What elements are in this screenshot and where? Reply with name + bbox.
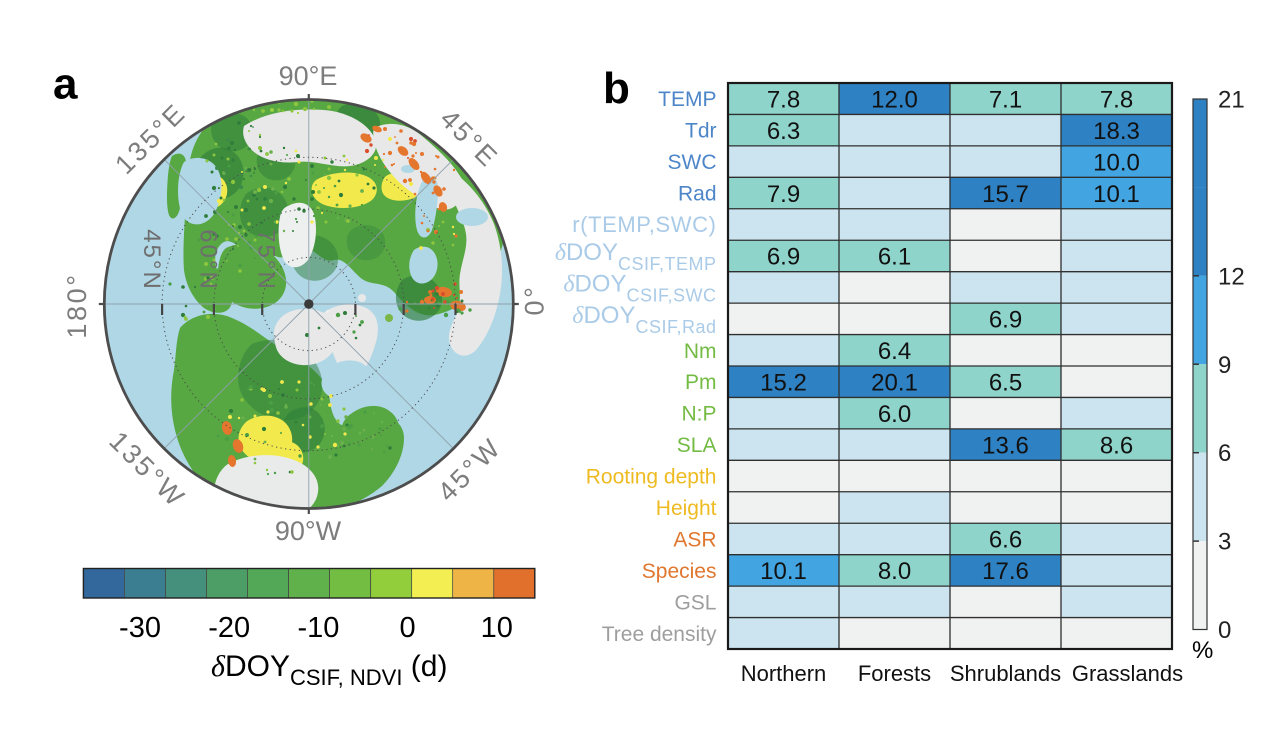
svg-text:Forests: Forests — [858, 661, 931, 686]
svg-text:12: 12 — [1218, 263, 1245, 290]
svg-text:Species: Species — [642, 560, 717, 583]
svg-text:ASR: ASR — [673, 528, 716, 551]
svg-text:3: 3 — [1218, 529, 1231, 556]
svg-text:7.8: 7.8 — [1100, 86, 1133, 113]
svg-text:8.0: 8.0 — [878, 558, 911, 585]
svg-text:15.2: 15.2 — [760, 369, 807, 396]
svg-text:6.9: 6.9 — [767, 244, 800, 271]
svg-text:6.6: 6.6 — [989, 527, 1022, 554]
svg-text:δDOYCSIF,Rad: δDOYCSIF,Rad — [572, 302, 716, 337]
svg-text:20.1: 20.1 — [871, 369, 918, 396]
svg-text:0: 0 — [400, 612, 416, 644]
svg-text:8.6: 8.6 — [1100, 432, 1133, 459]
svg-text:10.1: 10.1 — [1093, 181, 1140, 208]
svg-text:Shrublands: Shrublands — [950, 661, 1061, 686]
svg-text:21: 21 — [1218, 87, 1245, 114]
svg-text:6.0: 6.0 — [878, 401, 911, 428]
svg-text:90°E: 90°E — [279, 61, 338, 91]
svg-text:17.6: 17.6 — [982, 558, 1029, 585]
svg-text:r(TEMP,SWC): r(TEMP,SWC) — [572, 212, 716, 237]
svg-text:SLA: SLA — [677, 434, 717, 457]
svg-text:TEMP: TEMP — [658, 88, 716, 111]
svg-text:Rooting depth: Rooting depth — [586, 466, 717, 489]
svg-text:60°N: 60°N — [195, 229, 222, 291]
svg-text:15.7: 15.7 — [982, 181, 1029, 208]
svg-text:-10: -10 — [297, 612, 339, 644]
svg-text:180°: 180° — [62, 272, 92, 338]
svg-text:6: 6 — [1218, 440, 1231, 467]
svg-text:7.9: 7.9 — [767, 181, 800, 208]
svg-text:Pm: Pm — [685, 371, 717, 394]
svg-text:GSL: GSL — [674, 591, 716, 614]
svg-text:75°N: 75°N — [253, 229, 280, 291]
svg-text:%: % — [1192, 637, 1213, 664]
svg-text:b: b — [603, 64, 630, 113]
svg-text:6.3: 6.3 — [767, 118, 800, 145]
svg-text:Northern: Northern — [741, 661, 827, 686]
svg-text:δDOYCSIF,SWC: δDOYCSIF,SWC — [563, 271, 716, 306]
svg-text:a: a — [53, 60, 78, 109]
svg-text:Height: Height — [656, 497, 717, 520]
svg-text:7.8: 7.8 — [767, 86, 800, 113]
svg-text:Tdr: Tdr — [685, 120, 717, 143]
svg-text:Grasslands: Grasslands — [1072, 661, 1183, 686]
svg-text:Nm: Nm — [684, 340, 717, 363]
svg-text:0: 0 — [1218, 617, 1231, 644]
svg-text:SWC: SWC — [668, 151, 717, 174]
svg-text:Rad: Rad — [678, 183, 717, 206]
svg-text:6.1: 6.1 — [878, 244, 911, 271]
svg-text:10.1: 10.1 — [760, 558, 807, 585]
svg-text:0°: 0° — [520, 284, 550, 315]
svg-text:6.9: 6.9 — [989, 307, 1022, 334]
svg-text:12.0: 12.0 — [871, 86, 918, 113]
svg-text:9: 9 — [1218, 352, 1231, 379]
svg-text:N:P: N:P — [681, 403, 716, 426]
svg-text:18.3: 18.3 — [1093, 118, 1140, 145]
svg-text:δDOYCSIF,TEMP: δDOYCSIF,TEMP — [555, 239, 717, 274]
svg-text:-20: -20 — [208, 612, 250, 644]
svg-text:7.1: 7.1 — [989, 86, 1022, 113]
svg-text:6.5: 6.5 — [989, 369, 1022, 396]
svg-text:13.6: 13.6 — [982, 432, 1029, 459]
svg-text:10.0: 10.0 — [1093, 149, 1140, 176]
svg-text:90°W: 90°W — [275, 516, 342, 546]
svg-text:-30: -30 — [119, 612, 161, 644]
svg-text:45°N: 45°N — [138, 229, 165, 291]
svg-text:6.4: 6.4 — [878, 338, 911, 365]
svg-text:δDOYCSIF, NDVI (d): δDOYCSIF, NDVI (d) — [211, 650, 447, 690]
svg-text:10: 10 — [481, 612, 513, 644]
svg-text:Tree density: Tree density — [602, 623, 717, 646]
